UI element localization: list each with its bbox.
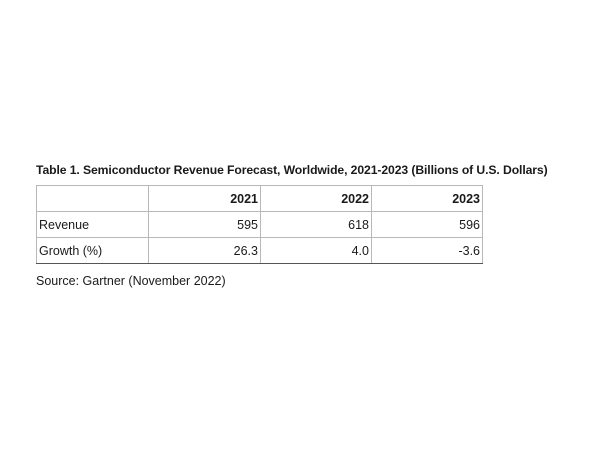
table-header-row: 2021 2022 2023 [36, 185, 483, 212]
table-row-growth: Growth (%) 26.3 4.0 -3.6 [36, 237, 483, 264]
cell-revenue-2022: 618 [260, 211, 372, 238]
revenue-forecast-table: 2021 2022 2023 Revenue 595 618 596 Growt… [36, 185, 483, 264]
table-title: Table 1. Semiconductor Revenue Forecast,… [36, 163, 548, 177]
source-note: Source: Gartner (November 2022) [36, 274, 226, 288]
cell-growth-2022: 4.0 [260, 237, 372, 264]
header-cell-empty [36, 185, 149, 212]
header-cell-2023: 2023 [371, 185, 483, 212]
row-label-growth: Growth (%) [36, 237, 149, 264]
cell-growth-2023: -3.6 [371, 237, 483, 264]
table-row-revenue: Revenue 595 618 596 [36, 211, 483, 238]
cell-revenue-2021: 595 [148, 211, 261, 238]
cell-growth-2021: 26.3 [148, 237, 261, 264]
header-cell-2022: 2022 [260, 185, 372, 212]
header-cell-2021: 2021 [148, 185, 261, 212]
cell-revenue-2023: 596 [371, 211, 483, 238]
row-label-revenue: Revenue [36, 211, 149, 238]
